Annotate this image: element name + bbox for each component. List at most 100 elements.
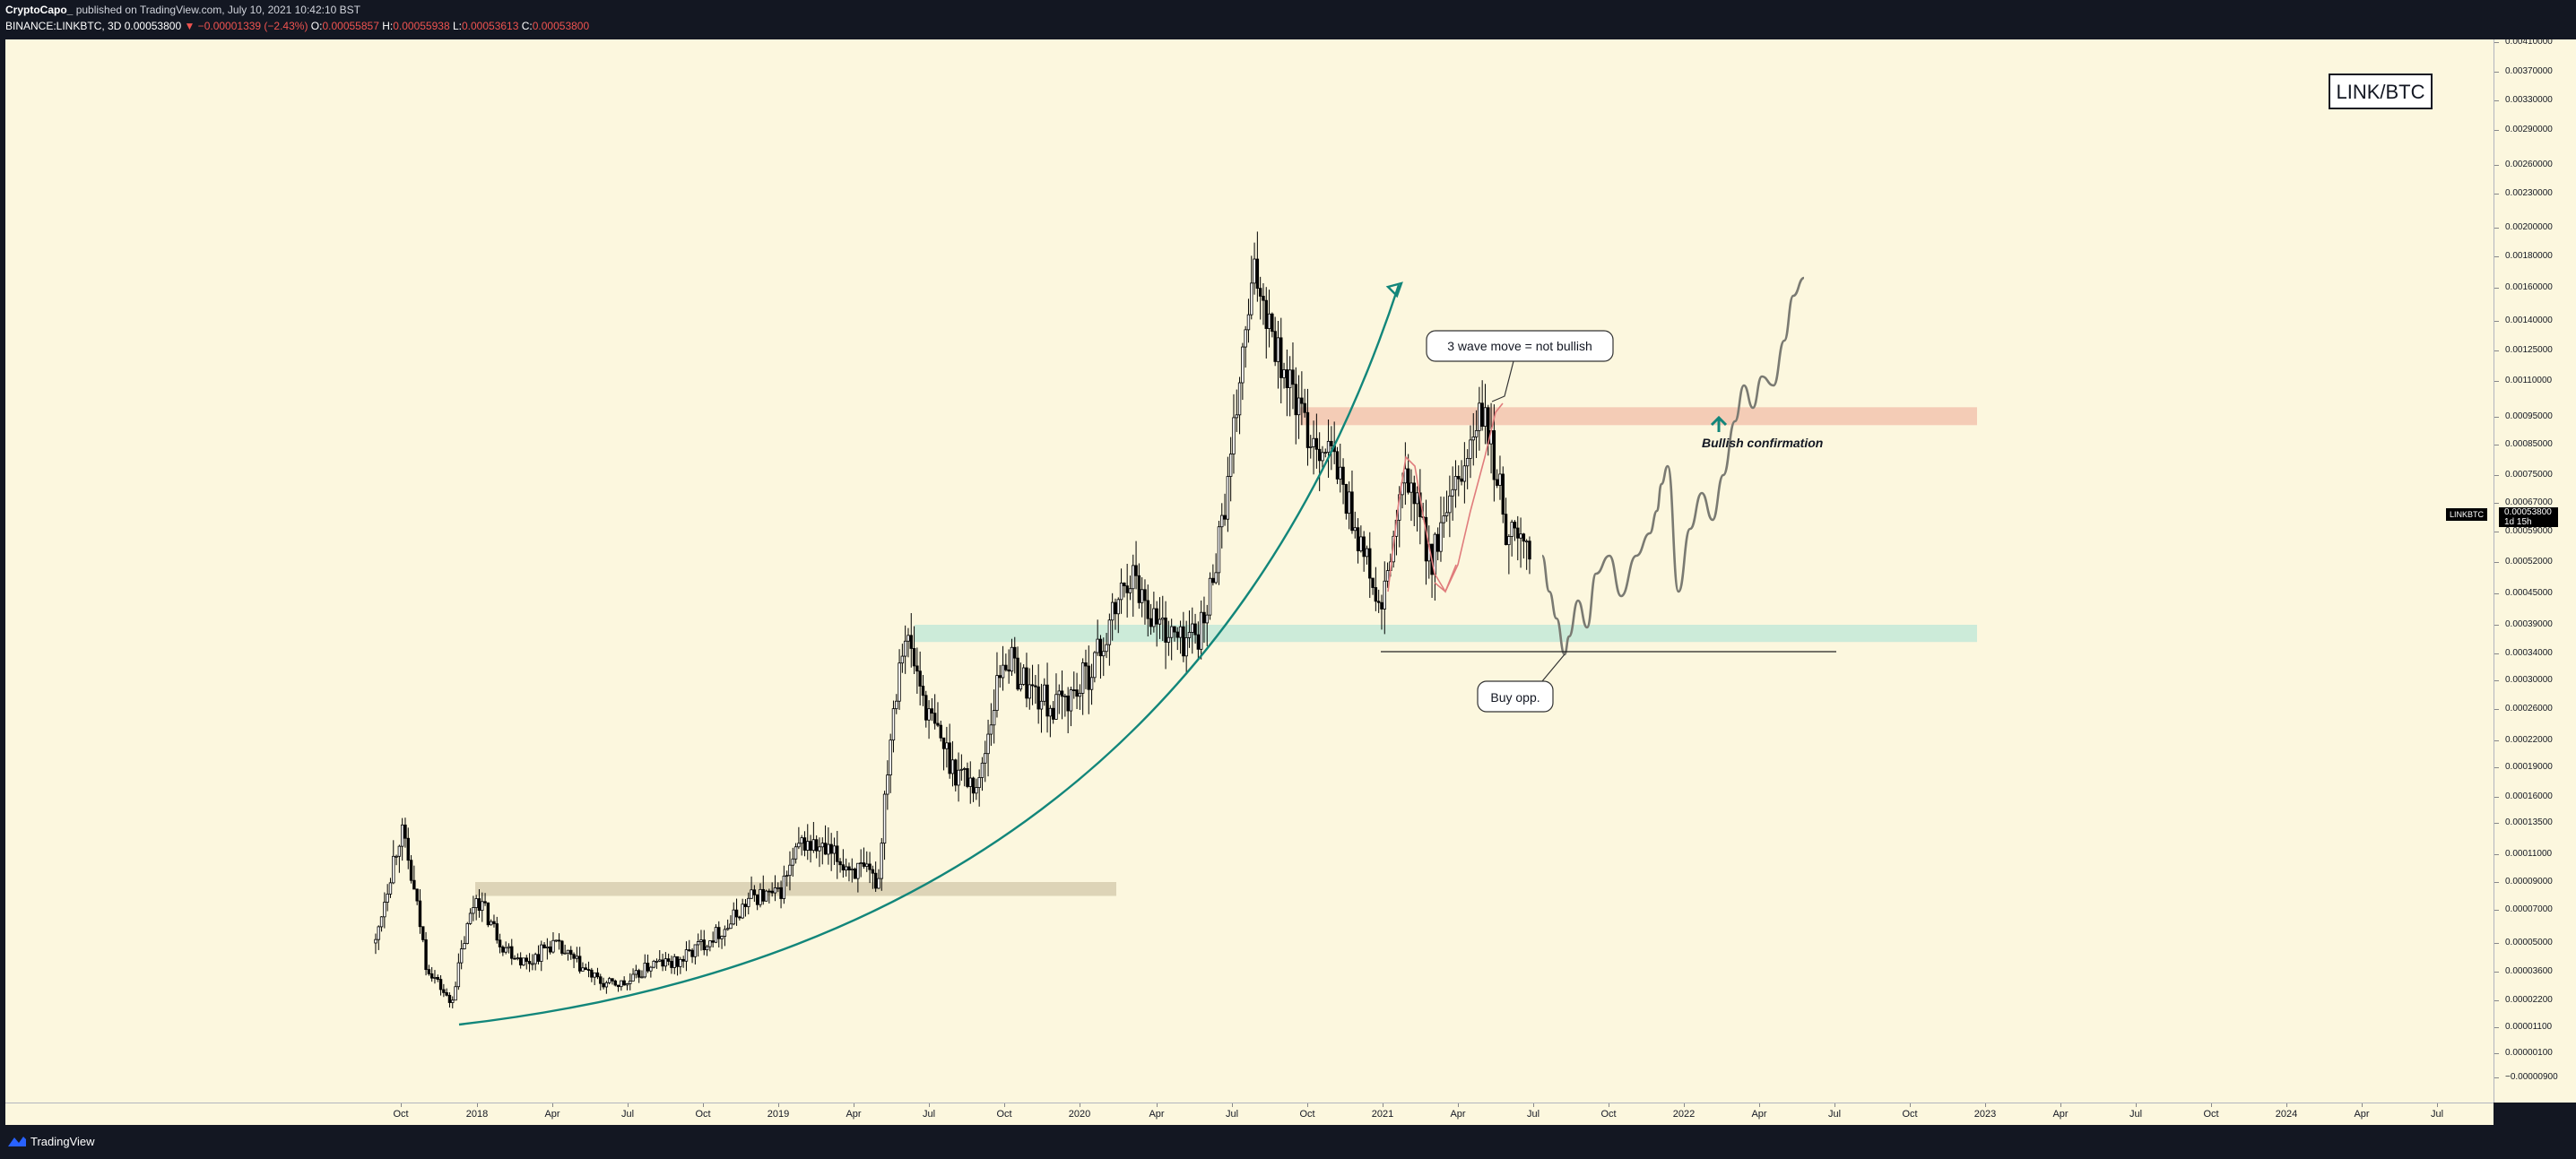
candle-body [1273,331,1277,362]
time-tick-mark [1307,1103,1308,1107]
candle-body [510,946,514,959]
candle-body [563,952,567,955]
tradingview-logo-icon[interactable] [7,1134,27,1148]
candle-body [429,973,434,979]
candle-body [474,898,478,908]
candle-body [463,943,466,950]
chart-canvas[interactable]: 3 wave move = not bullish Buy opp. Bulli… [5,39,2494,1103]
candle-body [1276,337,1280,362]
candle-body [1155,608,1158,625]
candle-body [542,944,546,948]
three-wave-callout[interactable]: 3 wave move = not bullish [1426,330,1614,402]
candle-body [397,845,402,857]
time-tick-label: Jul [1827,1109,1842,1120]
time-tick-label: Oct [996,1109,1012,1120]
buy-opp-callout[interactable]: Buy opp. [1477,653,1566,713]
tradingview-brand[interactable]: TradingView [30,1135,95,1148]
candle-body [909,635,913,649]
candle-body [557,939,561,942]
price-tick-label: 0.00039000 [2505,619,2553,629]
candle-body [625,983,629,986]
candle-body [1039,700,1044,710]
candle-body [941,737,946,749]
candle-body [456,962,461,988]
time-tick-label: Apr [1751,1109,1767,1120]
price-tick-mark [2494,256,2499,257]
candle-body [1403,468,1408,484]
title-frame [2329,74,2433,109]
candle-body [1173,626,1176,633]
candle-body [418,900,422,928]
price-tick-label: 0.00034000 [2505,648,2553,658]
price-tick-mark [2494,740,2499,741]
candle-body [1285,369,1289,388]
wave-outline [1434,402,1504,593]
candle-body [616,984,620,988]
candle-body [998,675,1002,679]
callout-box [1477,680,1554,713]
candle-body [1244,329,1247,348]
author-name[interactable]: CryptoCapo_ [5,4,74,16]
candle-body [590,969,594,978]
candle-body [1314,437,1319,450]
chart-title: LINK/BTC [2336,81,2424,103]
candle-body [818,846,821,852]
candle-body [1291,369,1295,385]
candle-body [1066,696,1070,712]
price-axis[interactable]: 0.00410000 0.00370000 0.00330000 0.00290000… [2494,37,2576,1103]
candle-body [1134,565,1138,576]
candle-body [1474,429,1479,437]
candle-body [936,722,940,726]
price-tick-mark [2494,475,2499,476]
time-tick-mark [1533,1103,1534,1107]
candle-body [1371,577,1375,588]
candle-body [377,926,380,940]
time-tick-label: 2022 [1672,1109,1696,1120]
time-tick-mark [2211,1103,2212,1107]
candle-body [800,837,803,844]
price-tick-label: 0.00260000 [2505,160,2553,169]
candle-body [477,898,481,912]
title-box[interactable]: LINK/BTC [2329,74,2433,109]
candle-body [1019,684,1023,690]
candle-body [1312,437,1315,447]
buy-opp-label: Buy opp. [1490,690,1540,705]
candle-body [1078,693,1082,697]
candle-body [424,939,428,971]
price-tick-mark [2494,943,2499,944]
candle-body [620,980,623,988]
candle-body [486,902,490,926]
candle-body [1036,686,1040,710]
time-tick-label: Oct [1299,1109,1315,1120]
symbol-info: BINANCE:LINKBTC, 3D 0.00053800 ▼ −0.0000… [5,19,589,33]
candle-body [575,956,579,959]
resistance-zone[interactable] [1300,407,1977,426]
time-tick-mark [2136,1103,2137,1107]
price-tick-label: 0.00007000 [2505,904,2553,914]
2018-range-zone[interactable] [475,882,1116,896]
candle-body [501,947,505,953]
candle-body [406,837,410,861]
close-value: 0.00053800 [532,20,590,32]
bullish-confirmation[interactable]: Bullish confirmation [1702,415,1823,450]
candle-body [1271,313,1274,333]
price-tick-mark [2494,854,2499,855]
support-zone[interactable] [915,625,1977,643]
price-tick-mark [2494,228,2499,229]
projection-path [1540,276,1805,656]
candle-body [720,936,724,939]
candle-body [1519,533,1522,539]
candle-body [459,948,464,964]
time-axis[interactable]: Oct 2018 Apr Jul Oct 2019 Apr Jul Oct 2020 Apr Jul O… [5,1103,2494,1126]
candle-body [436,977,439,980]
candle-body [1205,614,1209,624]
price-tick-mark [2494,797,2499,798]
chart-area[interactable]: 3 wave move = not bullish Buy opp. Bulli… [5,39,2494,1103]
time-tick-label: Apr [544,1109,560,1120]
candle-body [1043,684,1046,702]
time-tick-label: Jul [2129,1109,2143,1120]
candle-body [374,938,377,944]
time-tick-label: Jul [620,1109,635,1120]
candle-body [1191,623,1194,633]
symbol-name[interactable]: BINANCE:LINKBTC, 3D [5,20,122,32]
